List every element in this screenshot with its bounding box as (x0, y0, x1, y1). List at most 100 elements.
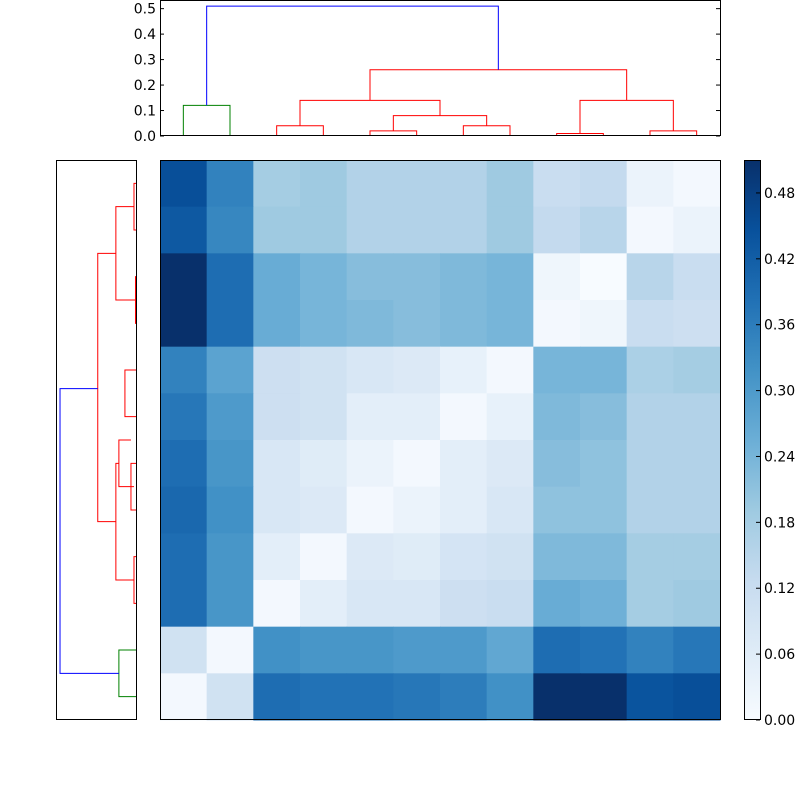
heatmap-cell-r11-c3 (300, 673, 348, 721)
heatmap-cell-r11-c9 (580, 673, 628, 721)
heatmap-cell-r3-c5 (393, 300, 441, 348)
heatmap-cell-r8-c6 (440, 533, 488, 581)
heatmap-cell-r5-c10 (626, 393, 674, 441)
heatmap-cell-r9-c11 (673, 580, 721, 628)
colorbar-tick-label: 0.00 (764, 713, 795, 729)
heatmap-cell-r0-c2 (253, 160, 301, 208)
heatmap-cell-r6-c7 (486, 440, 534, 488)
heatmap-cell-r8-c8 (533, 533, 581, 581)
top-dendrogram-tick-label: 0.5 (134, 2, 156, 18)
top-dendrogram-link-9 (369, 69, 628, 101)
heatmap-cell-r0-c3 (300, 160, 348, 208)
heatmap-cell-r4-c0 (160, 346, 208, 394)
heatmap-cell-r3-c3 (300, 300, 348, 348)
colorbar-tick-label: 0.06 (764, 647, 795, 663)
heatmap-cell-r0-c4 (346, 160, 394, 208)
top-dendrogram-link-2 (369, 130, 418, 136)
heatmap-cell-r1-c11 (673, 206, 721, 254)
heatmap-cell-r2-c1 (206, 253, 254, 301)
heatmap-cell-r6-c9 (580, 440, 628, 488)
left-dendrogram-link-2 (115, 206, 136, 301)
heatmap-cell-r2-c9 (580, 253, 628, 301)
left-dendrogram-link-3 (124, 369, 137, 418)
heatmap-cell-r1-c3 (300, 206, 348, 254)
heatmap-cell-r6-c10 (626, 440, 674, 488)
heatmap-cell-r0-c6 (440, 160, 488, 208)
heatmap-cell-r0-c7 (486, 160, 534, 208)
top-dendrogram-tick-label: 0.2 (134, 78, 156, 94)
heatmap-cell-r7-c10 (626, 486, 674, 534)
heatmap-cell-r7-c7 (486, 486, 534, 534)
heatmap-cell-r6-c0 (160, 440, 208, 488)
heatmap-cell-r8-c1 (206, 533, 254, 581)
heatmap-cell-r8-c11 (673, 533, 721, 581)
heatmap-cell-r5-c2 (253, 393, 301, 441)
heatmap-cell-r5-c9 (580, 393, 628, 441)
heatmap-cell-r5-c5 (393, 393, 441, 441)
top-dendrogram-link-10 (206, 5, 499, 106)
heatmap-cell-r7-c1 (206, 486, 254, 534)
heatmap-cells (160, 160, 721, 721)
heatmap-cell-r11-c5 (393, 673, 441, 721)
heatmap-cell-r9-c1 (206, 580, 254, 628)
heatmap-cell-r9-c9 (580, 580, 628, 628)
heatmap-cell-r2-c8 (533, 253, 581, 301)
heatmap-cell-r10-c7 (486, 626, 534, 674)
heatmap-cell-r9-c10 (626, 580, 674, 628)
heatmap-cell-r0-c8 (533, 160, 581, 208)
heatmap-cell-r5-c11 (673, 393, 721, 441)
heatmap-cell-r8-c5 (393, 533, 441, 581)
heatmap-cell-r3-c0 (160, 300, 208, 348)
heatmap-cell-r5-c1 (206, 393, 254, 441)
top-dendrogram-link-7 (649, 130, 698, 136)
heatmap-cell-r9-c6 (440, 580, 488, 628)
heatmap-cell-r3-c4 (346, 300, 394, 348)
heatmap-cell-r3-c8 (533, 300, 581, 348)
left-dendrogram-link-7 (115, 462, 134, 581)
heatmap-cell-r0-c9 (580, 160, 628, 208)
heatmap-cell-r3-c10 (626, 300, 674, 348)
heatmap-cell-r7-c8 (533, 486, 581, 534)
heatmap-cell-r7-c6 (440, 486, 488, 534)
heatmap-cell-r4-c4 (346, 346, 394, 394)
heatmap-cell-r10-c10 (626, 626, 674, 674)
heatmap-cell-r6-c1 (206, 440, 254, 488)
heatmap-cell-r8-c10 (626, 533, 674, 581)
heatmap-cell-r7-c11 (673, 486, 721, 534)
heatmap-cell-r2-c3 (300, 253, 348, 301)
heatmap-cell-r11-c0 (160, 673, 208, 721)
left-dendrogram-link-9 (118, 649, 137, 698)
heatmap-cell-r9-c2 (253, 580, 301, 628)
heatmap-cell-r7-c3 (300, 486, 348, 534)
heatmap-cell-r4-c10 (626, 346, 674, 394)
heatmap-cell-r10-c2 (253, 626, 301, 674)
heatmap-cell-r4-c8 (533, 346, 581, 394)
heatmap-cell-r1-c7 (486, 206, 534, 254)
top-dendrogram-frame (160, 0, 721, 136)
heatmap-cell-r6-c5 (393, 440, 441, 488)
heatmap-cell-r2-c10 (626, 253, 674, 301)
top-dendrogram-link-8 (579, 99, 674, 134)
heatmap-cell-r11-c2 (253, 673, 301, 721)
heatmap-cell-r2-c5 (393, 253, 441, 301)
top-dendrogram-tick-label: 0.0 (134, 129, 156, 145)
colorbar-tick-label: 0.12 (764, 581, 795, 597)
heatmap-cell-r10-c11 (673, 626, 721, 674)
colorbar-tick-label: 0.30 (764, 384, 795, 400)
heatmap-cell-r10-c1 (206, 626, 254, 674)
heatmap-cell-r7-c2 (253, 486, 301, 534)
heatmap-cell-r4-c2 (253, 346, 301, 394)
heatmap-cell-r10-c0 (160, 626, 208, 674)
heatmap-cell-r1-c6 (440, 206, 488, 254)
heatmap-cell-r6-c8 (533, 440, 581, 488)
left-dendrogram-links (59, 182, 137, 698)
heatmap-cell-r5-c0 (160, 393, 208, 441)
heatmap-cell-r1-c10 (626, 206, 674, 254)
heatmap-cell-r4-c5 (393, 346, 441, 394)
heatmap-cell-r8-c2 (253, 533, 301, 581)
heatmap-cell-r0-c5 (393, 160, 441, 208)
colorbar-tick-label: 0.36 (764, 318, 795, 334)
heatmap-cell-r10-c9 (580, 626, 628, 674)
heatmap-cell-r4-c7 (486, 346, 534, 394)
